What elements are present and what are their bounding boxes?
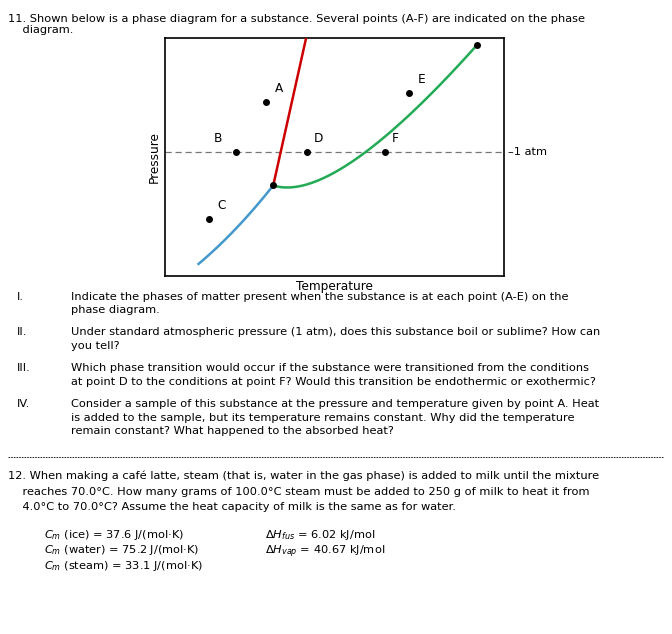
Text: B: B: [214, 132, 222, 145]
Text: F: F: [392, 132, 399, 145]
Text: $C_m$ (water) = 75.2 J/(mol·K): $C_m$ (water) = 75.2 J/(mol·K): [44, 543, 199, 557]
Text: I.: I.: [17, 292, 24, 302]
Text: $\Delta H_{vap}$ = 40.67 kJ/mol: $\Delta H_{vap}$ = 40.67 kJ/mol: [265, 543, 386, 560]
Text: C: C: [217, 198, 226, 212]
X-axis label: Temperature: Temperature: [296, 280, 373, 293]
Text: diagram.: diagram.: [8, 25, 73, 36]
Text: II.: II.: [17, 327, 27, 337]
Text: reaches 70.0°C. How many grams of 100.0°C steam must be added to 250 g of milk t: reaches 70.0°C. How many grams of 100.0°…: [8, 487, 589, 496]
Text: $C_m$ (ice) = 37.6 J/(mol·K): $C_m$ (ice) = 37.6 J/(mol·K): [44, 527, 183, 541]
Text: Indicate the phases of matter present when the substance is at each point (A-E) : Indicate the phases of matter present wh…: [71, 292, 568, 315]
Text: Under standard atmospheric pressure (1 atm), does this substance boil or sublime: Under standard atmospheric pressure (1 a…: [71, 327, 600, 351]
Text: Consider a sample of this substance at the pressure and temperature given by poi: Consider a sample of this substance at t…: [71, 399, 599, 436]
Text: D: D: [314, 132, 323, 145]
Y-axis label: Pressure: Pressure: [147, 131, 161, 183]
Text: E: E: [417, 72, 425, 86]
Text: IV.: IV.: [17, 399, 30, 409]
Text: A: A: [275, 82, 283, 95]
Text: $C_m$ (steam) = 33.1 J/(mol·K): $C_m$ (steam) = 33.1 J/(mol·K): [44, 559, 203, 573]
Text: 4.0°C to 70.0°C? Assume the heat capacity of milk is the same as for water.: 4.0°C to 70.0°C? Assume the heat capacit…: [8, 502, 456, 512]
Text: –1 atm: –1 atm: [508, 147, 547, 157]
Text: 12. When making a café latte, steam (that is, water in the gas phase) is added t: 12. When making a café latte, steam (tha…: [8, 471, 599, 481]
Text: 11. Shown below is a phase diagram for a substance. Several points (A-F) are ind: 11. Shown below is a phase diagram for a…: [8, 14, 585, 24]
Text: $\Delta H_{fus}$ = 6.02 kJ/mol: $\Delta H_{fus}$ = 6.02 kJ/mol: [265, 527, 376, 541]
Text: Which phase transition would occur if the substance were transitioned from the c: Which phase transition would occur if th…: [71, 363, 595, 387]
Text: III.: III.: [17, 363, 30, 373]
